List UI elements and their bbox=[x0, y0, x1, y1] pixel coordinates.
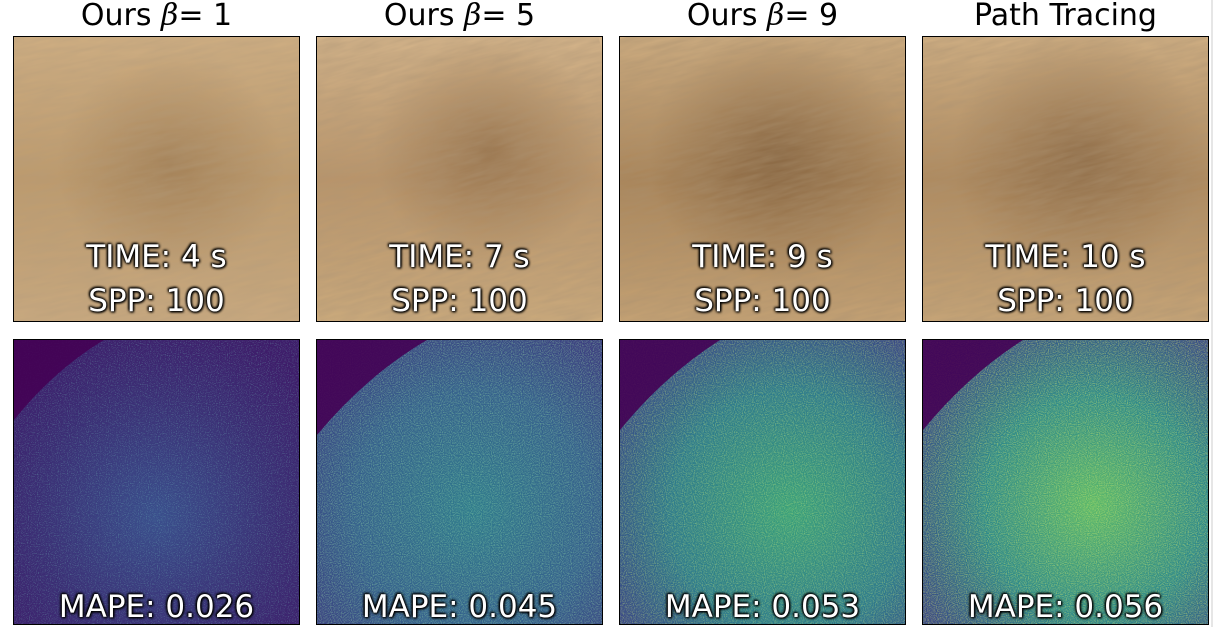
mape-label: MAPE: 0.056 bbox=[967, 589, 1164, 625]
column-title-ours-beta-1: Ours β= 1 bbox=[13, 0, 300, 36]
error-map-image bbox=[317, 340, 602, 624]
spp-label: SPP: 100 bbox=[694, 283, 831, 319]
column-title-ours-beta-5: Ours β= 5 bbox=[316, 0, 603, 36]
beta-value: = 9 bbox=[784, 0, 839, 33]
beta-symbol: β bbox=[161, 0, 179, 33]
error-map-panel-beta-5: MAPE: 0.045 bbox=[316, 339, 603, 625]
hair-render-image bbox=[923, 37, 1208, 321]
title-prefix: Ours bbox=[80, 0, 152, 33]
render-panel-beta-9: TIME: 9 s SPP: 100 bbox=[619, 36, 906, 322]
render-time-label: TIME: 7 s bbox=[389, 239, 530, 275]
render-time-label: TIME: 4 s bbox=[86, 239, 227, 275]
hair-render-image bbox=[620, 37, 905, 321]
render-time-label: TIME: 10 s bbox=[985, 239, 1146, 275]
spp-label: SPP: 100 bbox=[997, 283, 1134, 319]
error-map-image bbox=[923, 340, 1208, 624]
beta-symbol: β bbox=[464, 0, 482, 33]
mape-label: MAPE: 0.026 bbox=[58, 589, 255, 625]
column-title-ours-beta-9: Ours β= 9 bbox=[619, 0, 906, 36]
spp-label: SPP: 100 bbox=[88, 283, 225, 319]
column-title-path-tracing: Path Tracing bbox=[974, 0, 1157, 33]
title-prefix: Ours bbox=[686, 0, 758, 33]
error-map-panel-beta-9: MAPE: 0.053 bbox=[619, 339, 906, 625]
error-map-image bbox=[620, 340, 905, 624]
hair-render-image bbox=[317, 37, 602, 321]
right-edge-divider bbox=[1211, 0, 1213, 627]
beta-value: = 5 bbox=[481, 0, 536, 33]
beta-symbol: β bbox=[767, 0, 785, 33]
hair-render-image bbox=[14, 37, 299, 321]
render-panel-path-tracing: TIME: 10 s SPP: 100 bbox=[922, 36, 1209, 322]
title-prefix: Ours bbox=[383, 0, 455, 33]
render-time-label: TIME: 9 s bbox=[692, 239, 833, 275]
mape-label: MAPE: 0.053 bbox=[664, 589, 861, 625]
render-panel-beta-1: TIME: 4 s SPP: 100 bbox=[13, 36, 300, 322]
error-map-panel-path-tracing: MAPE: 0.056 bbox=[922, 339, 1209, 625]
beta-value: = 1 bbox=[178, 0, 233, 33]
error-map-image bbox=[14, 340, 299, 624]
error-map-panel-beta-1: MAPE: 0.026 bbox=[13, 339, 300, 625]
render-panel-beta-5: TIME: 7 s SPP: 100 bbox=[316, 36, 603, 322]
spp-label: SPP: 100 bbox=[391, 283, 528, 319]
mape-label: MAPE: 0.045 bbox=[361, 589, 558, 625]
